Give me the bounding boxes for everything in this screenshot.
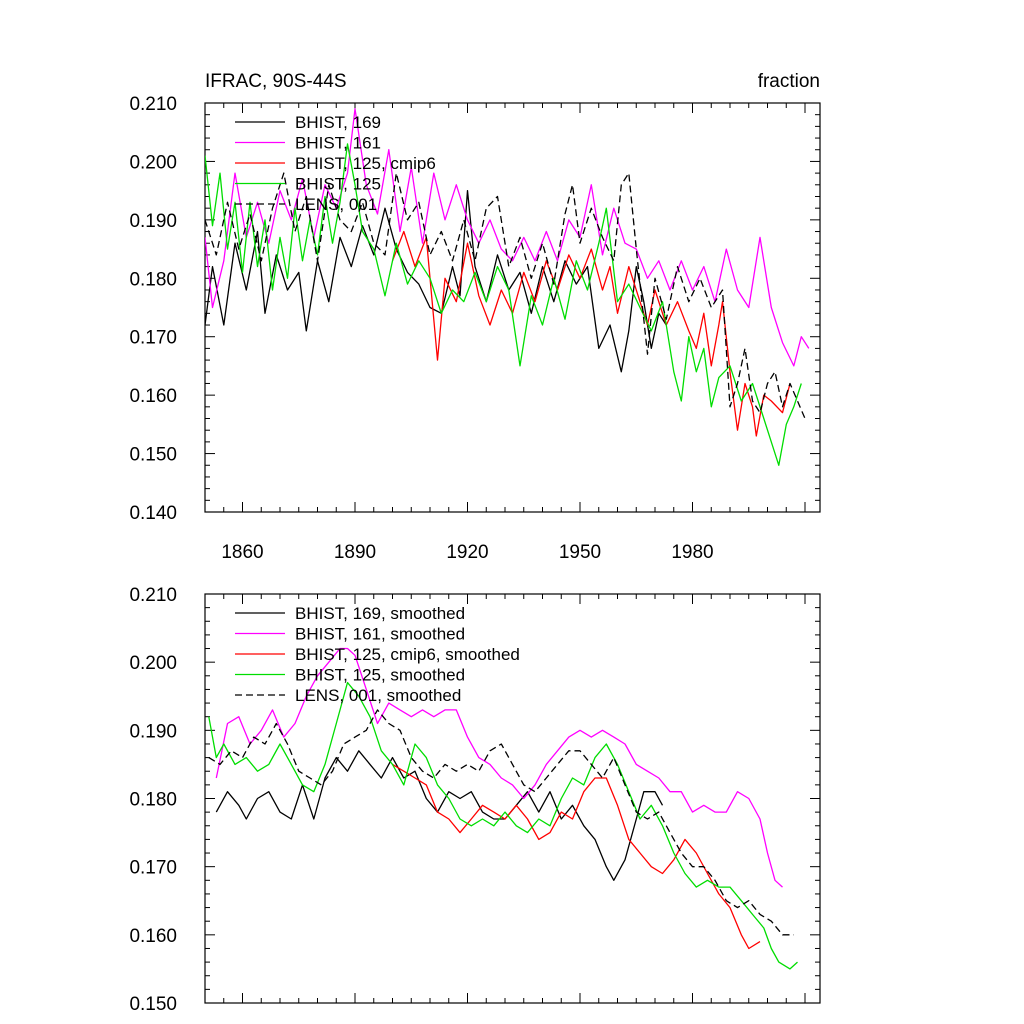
- series-line-3: [391, 230, 791, 437]
- series-line-2: [215, 647, 783, 888]
- legend-label-4: BHIST, 125: [295, 175, 381, 194]
- legend-label-2: BHIST, 161, smoothed: [295, 625, 465, 644]
- legend-label-3: BHIST, 125, cmip6: [295, 154, 436, 173]
- plot-frame: [204, 102, 821, 513]
- units-label: fraction: [758, 71, 820, 92]
- y-tick-label: 0.200: [129, 653, 177, 674]
- chart-title: IFRAC, 90S-44S: [205, 71, 347, 92]
- series-line-5: [208, 709, 794, 936]
- y-tick-label: 0.160: [129, 386, 177, 407]
- legend-label-1: BHIST, 169: [295, 113, 381, 132]
- x-tick-label: 1980: [671, 542, 713, 563]
- x-tick-label: 1890: [334, 542, 376, 563]
- x-tick-label: 1950: [559, 542, 601, 563]
- y-tick-label: 0.160: [129, 926, 177, 947]
- series-lines: [205, 108, 810, 466]
- y-tick-label: 0.190: [129, 721, 177, 742]
- legend-label-1: BHIST, 169, smoothed: [295, 604, 465, 623]
- series-line-4: [205, 143, 802, 466]
- legend-label-5: LENS, 001: [295, 195, 377, 214]
- y-tick-label: 0.170: [129, 858, 177, 879]
- y-tick-label: 0.180: [129, 269, 177, 290]
- series-line-1: [215, 750, 664, 881]
- x-tick-label: 1920: [446, 542, 488, 563]
- y-tick-label: 0.150: [129, 445, 177, 466]
- series-line-5: [205, 172, 806, 419]
- chart-panel-2: 0.150 0.160 0.170 0.180 0.190 0.200 0.210 BHIST…: [129, 585, 821, 1015]
- legend-label-4: BHIST, 125, smoothed: [295, 666, 465, 685]
- series-lines: [208, 647, 798, 970]
- chart-panel-1: 0.140 0.150 0.160 0.170 0.180 0.190 0.200 0.210…: [129, 71, 821, 563]
- y-tick-label: 0.170: [129, 328, 177, 349]
- y-tick-label: 0.150: [129, 994, 177, 1015]
- series-line-3: [392, 763, 761, 950]
- legend-label-3: BHIST, 125, cmip6, smoothed: [295, 645, 520, 664]
- y-tick-label: 0.210: [129, 585, 177, 606]
- y-tick-label: 0.140: [129, 503, 177, 524]
- legend-label-2: BHIST, 161: [295, 134, 381, 153]
- y-tick-label: 0.180: [129, 790, 177, 811]
- y-tick-label: 0.200: [129, 152, 177, 173]
- x-tick-label: 1860: [221, 542, 263, 563]
- legend-label-5: LENS, 001, smoothed: [295, 686, 461, 705]
- series-line-4: [208, 681, 798, 970]
- y-tick-label: 0.190: [129, 211, 177, 232]
- series-line-1: [205, 189, 667, 373]
- y-tick-label: 0.210: [129, 94, 177, 115]
